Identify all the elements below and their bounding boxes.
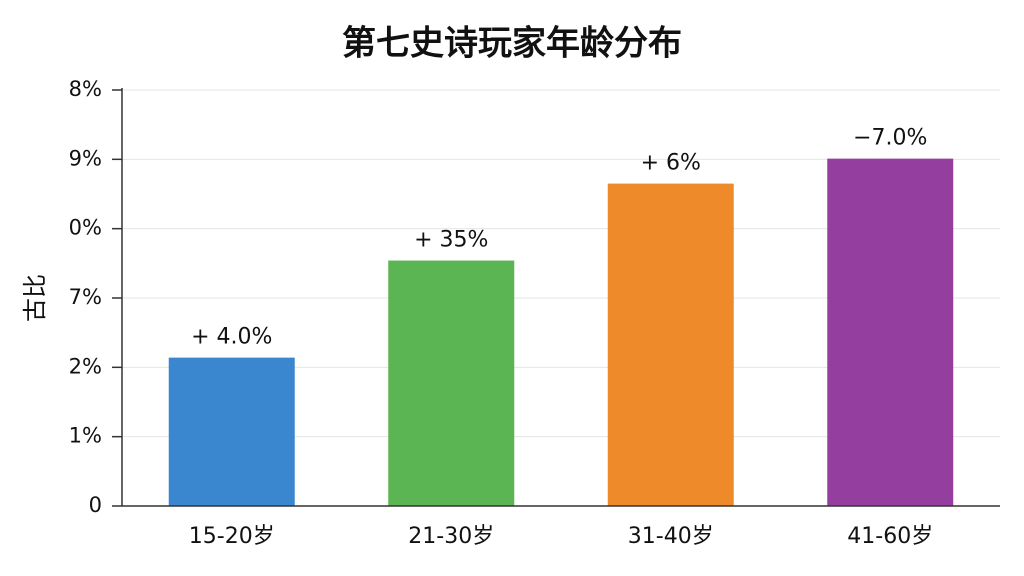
x-tick-label: 31-40岁 xyxy=(628,524,714,549)
y-axis-label: 古比 xyxy=(21,274,49,322)
value-label: −7.0% xyxy=(853,126,927,151)
value-label: + 6% xyxy=(641,151,701,176)
y-tick-label: 7% xyxy=(69,285,102,309)
x-tick-label: 15-20岁 xyxy=(189,524,275,549)
y-tick-label: 9% xyxy=(69,146,102,170)
x-tick-label: 41-60岁 xyxy=(847,524,933,549)
bar xyxy=(168,357,295,506)
bar xyxy=(607,183,734,506)
bar xyxy=(827,158,954,506)
value-label: + 4.0% xyxy=(191,325,272,350)
y-tick-label: 0% xyxy=(69,216,102,240)
bar xyxy=(388,260,515,506)
value-label: + 35% xyxy=(414,228,488,253)
x-tick-label: 21-30岁 xyxy=(408,524,494,549)
y-tick-label: 1% xyxy=(69,424,102,448)
chart-title: 第七史诗玩家年龄分布 xyxy=(342,24,682,64)
y-tick-label: 0 xyxy=(89,493,102,517)
y-tick-label: 2% xyxy=(69,354,102,378)
y-tick-label: 8% xyxy=(69,77,102,101)
